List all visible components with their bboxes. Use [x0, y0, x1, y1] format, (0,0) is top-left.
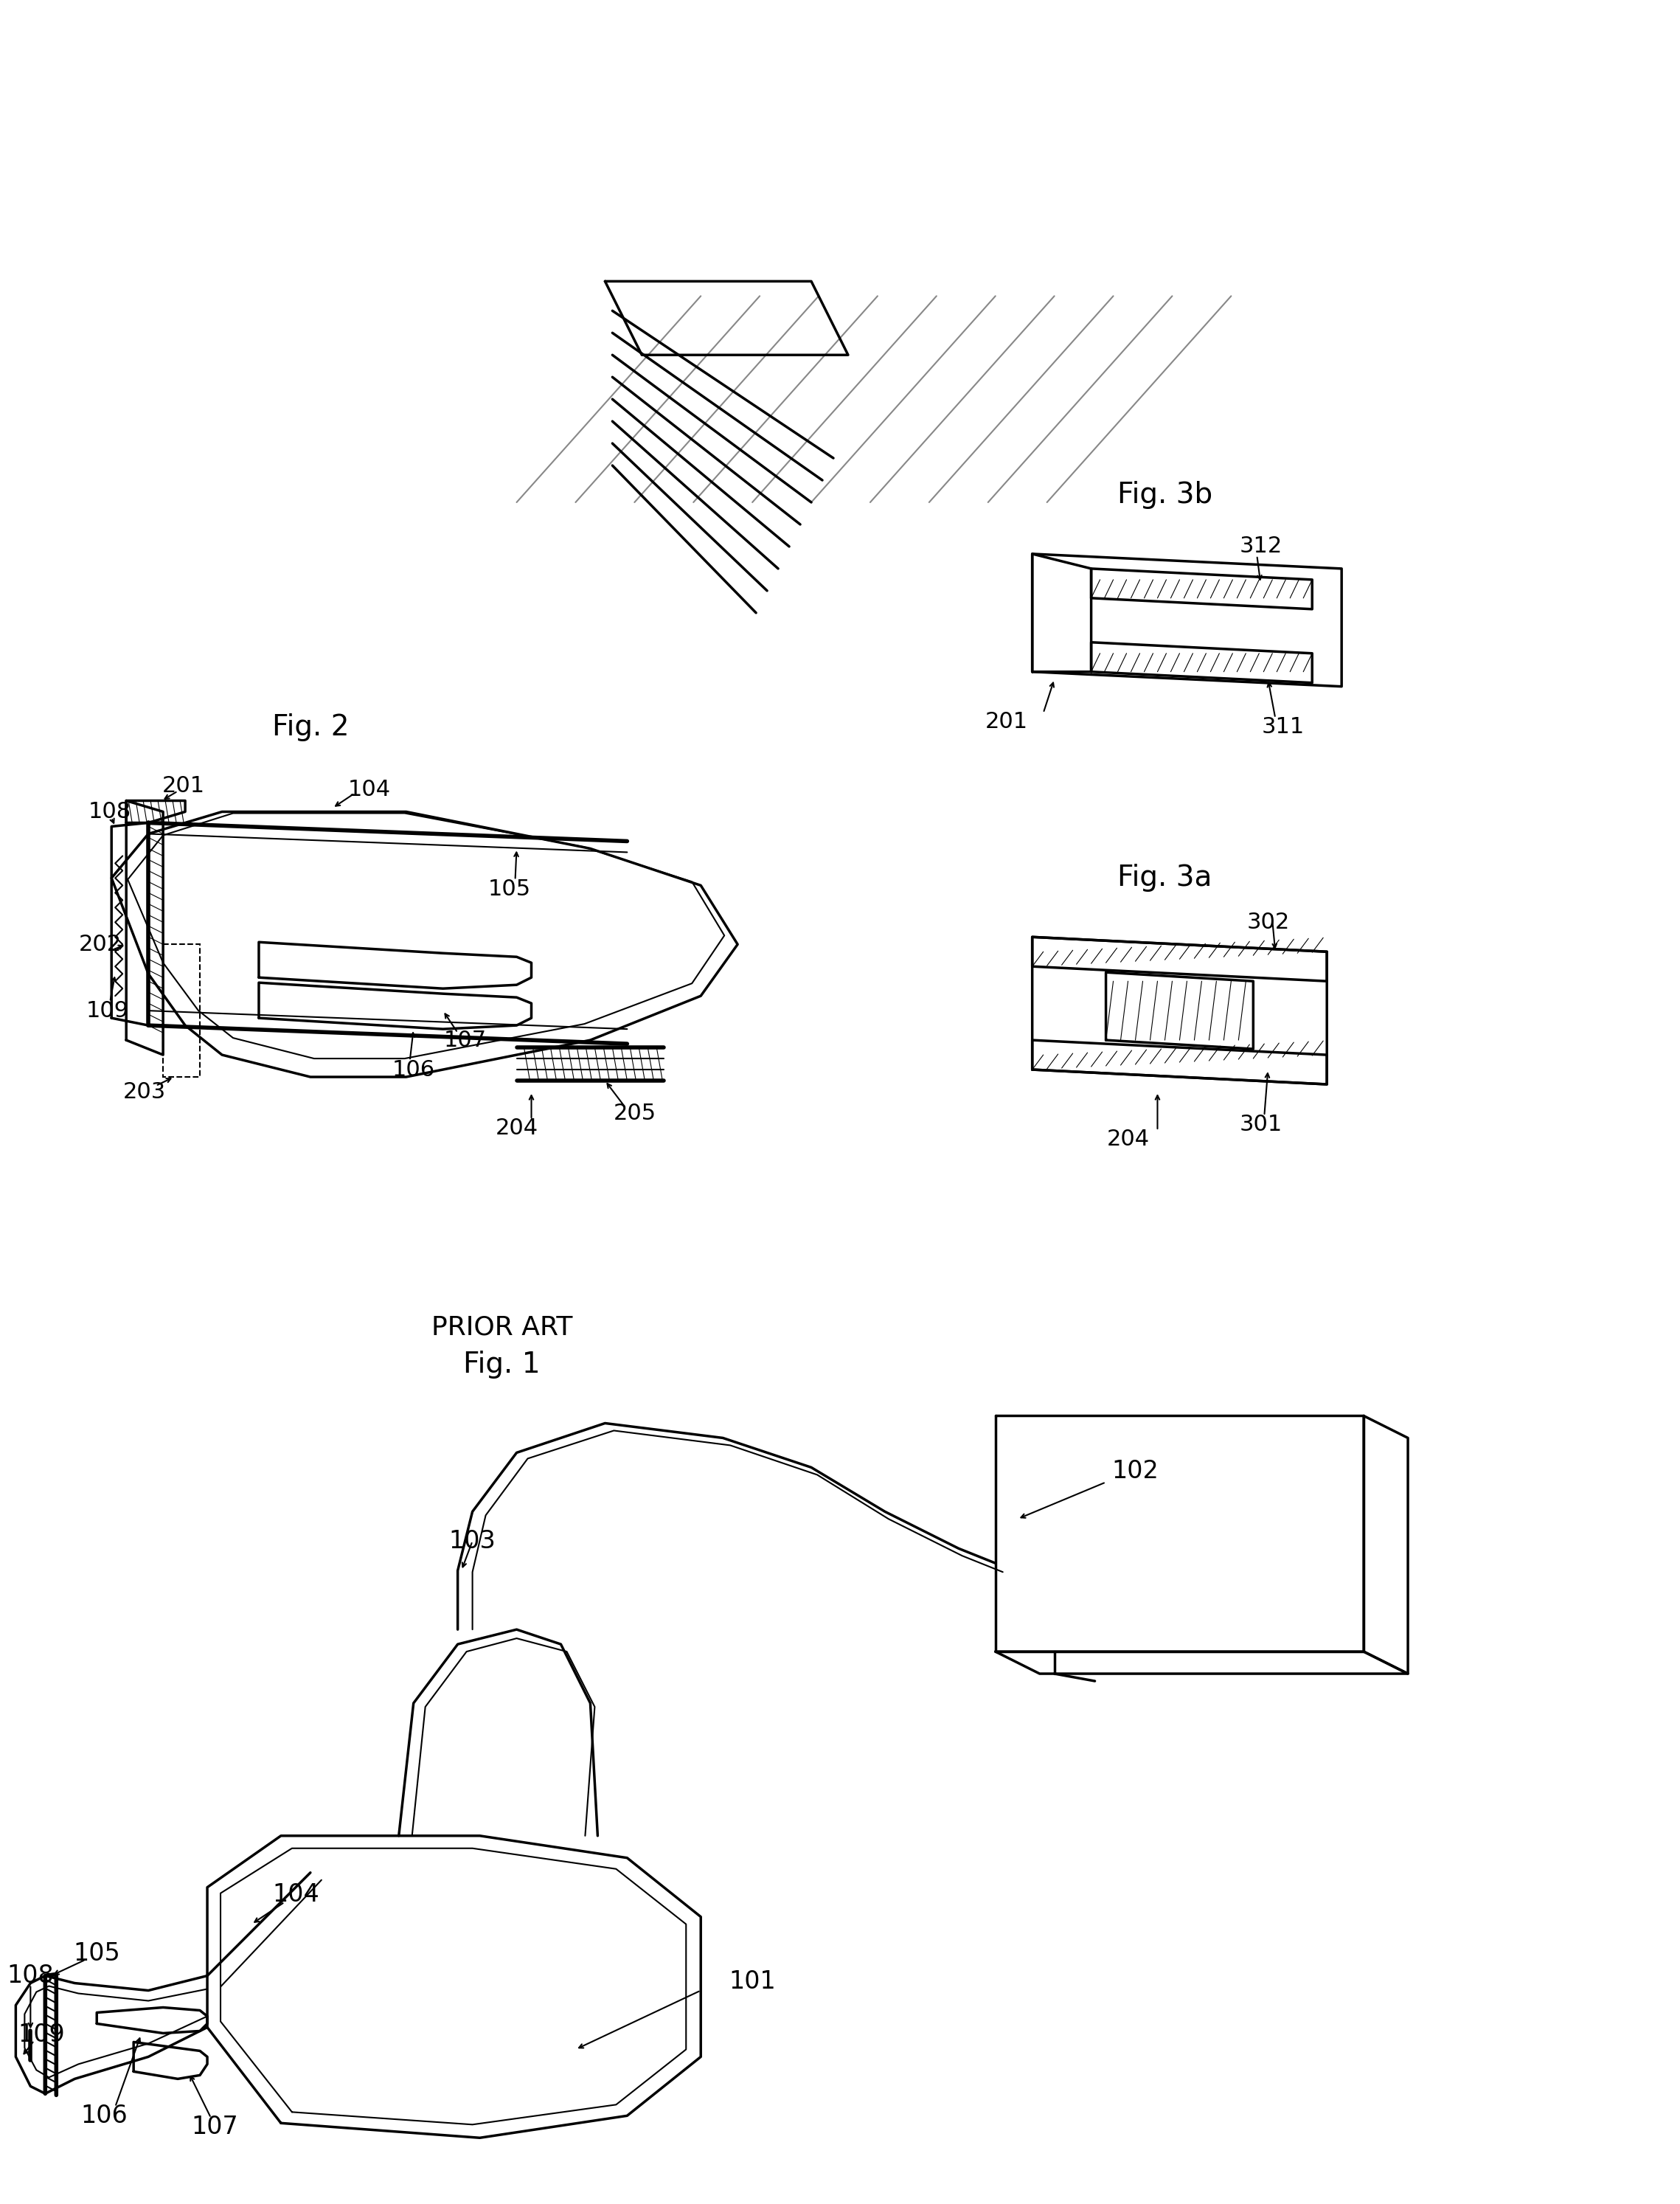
Text: 107: 107 [192, 2114, 239, 2138]
Text: Fig. 3b: Fig. 3b [1117, 480, 1213, 509]
Text: 108: 108 [7, 1964, 54, 1988]
Text: 102: 102 [1112, 1459, 1159, 1483]
Text: 205: 205 [613, 1102, 655, 1124]
Text: 201: 201 [984, 712, 1028, 732]
Text: 302: 302 [1247, 912, 1290, 932]
Text: 109: 109 [18, 2023, 66, 2048]
Text: 104: 104 [348, 778, 391, 800]
Text: Fig. 3a: Fig. 3a [1117, 864, 1213, 893]
Text: 201: 201 [163, 776, 205, 796]
Text: 104: 104 [272, 1882, 319, 1906]
Text: 301: 301 [1240, 1115, 1282, 1135]
Bar [163, 943, 200, 1078]
Text: 103: 103 [449, 1530, 496, 1554]
Text: 311: 311 [1262, 716, 1304, 738]
Text: 203: 203 [123, 1080, 166, 1102]
Text: 101: 101 [729, 1970, 776, 1995]
Text: 106: 106 [81, 2103, 128, 2127]
Text: 202: 202 [79, 934, 123, 954]
Text: Fig. 1: Fig. 1 [464, 1351, 541, 1378]
Text: 109: 109 [86, 1001, 129, 1020]
Text: 105: 105 [74, 1942, 121, 1966]
Text: 105: 105 [487, 879, 531, 899]
Text: 312: 312 [1240, 536, 1282, 558]
Text: PRIOR ART: PRIOR ART [432, 1316, 573, 1340]
Text: 204: 204 [496, 1117, 538, 1139]
Text: 106: 106 [391, 1058, 435, 1080]
Text: 108: 108 [89, 800, 131, 822]
Text: 107: 107 [444, 1029, 487, 1051]
Text: Fig. 2: Fig. 2 [272, 714, 349, 741]
Text: 204: 204 [1107, 1128, 1149, 1150]
